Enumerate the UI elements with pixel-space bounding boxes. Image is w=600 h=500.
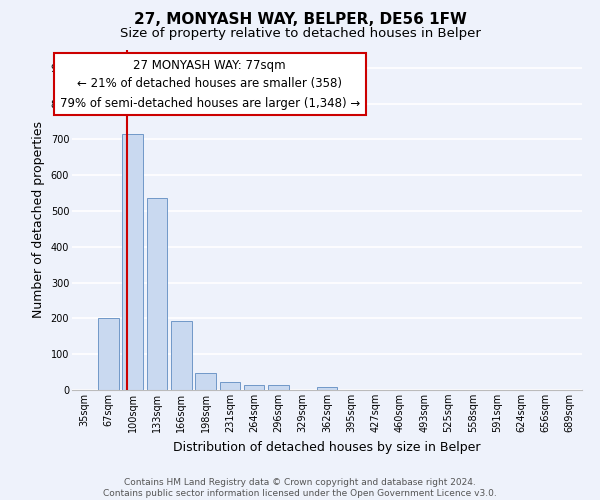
X-axis label: Distribution of detached houses by size in Belper: Distribution of detached houses by size … xyxy=(173,440,481,454)
Text: 27, MONYASH WAY, BELPER, DE56 1FW: 27, MONYASH WAY, BELPER, DE56 1FW xyxy=(134,12,466,28)
Bar xyxy=(268,384,289,390)
Text: Contains HM Land Registry data © Crown copyright and database right 2024.
Contai: Contains HM Land Registry data © Crown c… xyxy=(103,478,497,498)
Bar xyxy=(98,318,119,390)
Bar xyxy=(146,198,167,390)
Bar xyxy=(171,321,191,390)
Bar xyxy=(220,382,240,390)
Y-axis label: Number of detached properties: Number of detached properties xyxy=(32,122,45,318)
Text: Size of property relative to detached houses in Belper: Size of property relative to detached ho… xyxy=(119,28,481,40)
Text: 27 MONYASH WAY: 77sqm
← 21% of detached houses are smaller (358)
79% of semi-det: 27 MONYASH WAY: 77sqm ← 21% of detached … xyxy=(59,58,360,110)
Bar xyxy=(195,373,216,390)
Bar xyxy=(317,388,337,390)
Bar xyxy=(244,384,265,390)
Bar xyxy=(122,134,143,390)
